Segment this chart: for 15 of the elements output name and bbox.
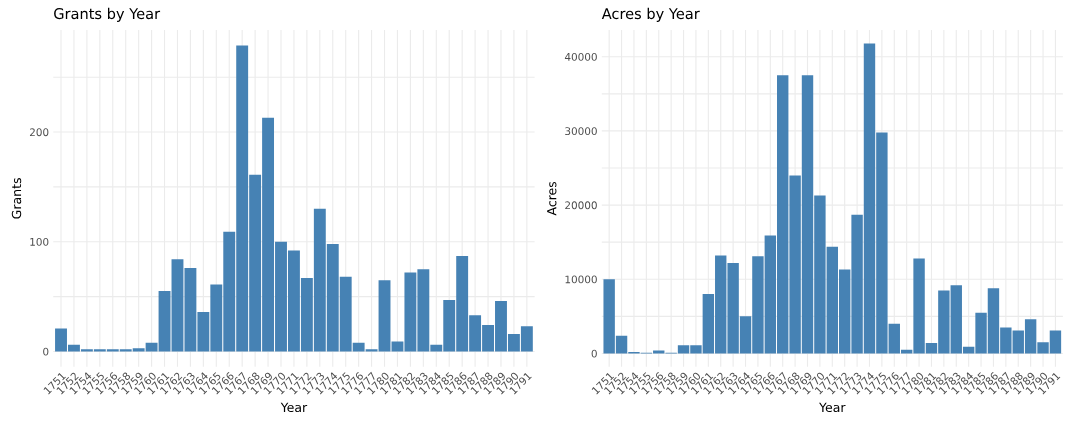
y-axis-title: Acres [547, 181, 557, 216]
y-axis-title: Grants [11, 178, 22, 219]
y-tick-label: 20000 [565, 201, 597, 210]
chart-title: Acres by Year [601, 7, 700, 22]
chart-title: Grants by Year [54, 7, 161, 22]
y-tick-label: 100 [30, 237, 49, 246]
bar [653, 350, 665, 354]
y-tick-label: 0 [43, 347, 49, 356]
x-axis-title: Year [280, 402, 308, 413]
y-tick-label: 40000 [564, 52, 597, 61]
y-tick-label: 30000 [565, 127, 597, 136]
y-tick-label: 10000 [565, 275, 597, 284]
x-axis-title: Year [819, 402, 846, 413]
y-tick-label: 200 [29, 128, 49, 137]
y-tick-label: 0 [591, 349, 597, 358]
